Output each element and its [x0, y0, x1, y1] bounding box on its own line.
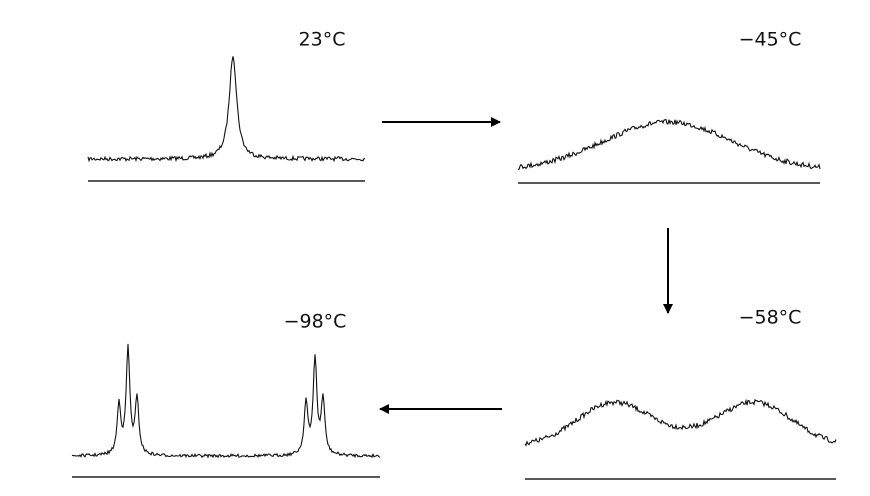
temperature-label: −58°C — [739, 307, 802, 329]
temperature-label: −45°C — [739, 29, 802, 51]
temperature-label: 23°C — [299, 29, 346, 51]
spectrum — [524, 398, 837, 447]
temperature-label: −98°C — [284, 311, 347, 333]
spectrum — [87, 56, 366, 163]
spectrum — [518, 118, 821, 170]
spectrum — [71, 343, 381, 459]
